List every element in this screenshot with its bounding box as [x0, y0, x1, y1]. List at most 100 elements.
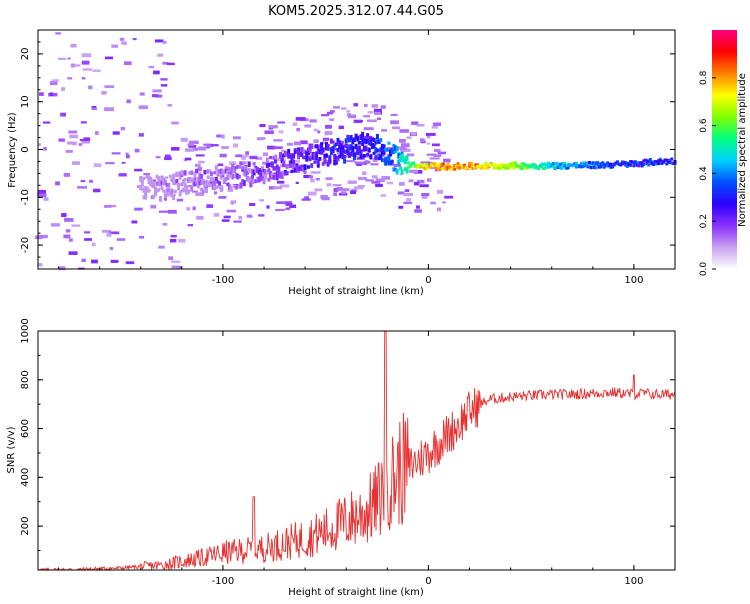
spectrogram-cell — [341, 154, 345, 160]
spectrogram-cell — [405, 166, 409, 170]
spectrogram-cell — [343, 155, 347, 159]
spectrogram-cell — [482, 164, 486, 168]
spectrogram-cell — [216, 180, 220, 184]
spectrogram-cell — [188, 171, 192, 175]
spectrogram-cell — [482, 166, 486, 170]
spectrogram-cell — [453, 167, 457, 171]
spectrogram-cell — [359, 153, 363, 159]
spectrogram-cell — [259, 176, 263, 180]
spectrogram-cell — [211, 181, 215, 186]
spectrogram-cell — [71, 224, 81, 227]
spectrogram-cell — [196, 192, 205, 196]
spectrogram-cell — [181, 187, 185, 193]
spectrogram-cell — [92, 69, 101, 73]
spectrogram-cell — [666, 158, 670, 162]
spectrogram-cell — [219, 174, 223, 180]
spectrogram-cell — [375, 178, 385, 183]
spectrogram-cell — [561, 161, 565, 165]
spectrogram-cell — [187, 224, 194, 227]
snr-y-tick-label: 800 — [20, 370, 31, 389]
spectrogram-cell — [404, 189, 410, 193]
spectrogram-cell — [301, 166, 305, 172]
spectrogram-cell — [249, 176, 253, 182]
spectrogram-cell — [410, 131, 417, 136]
spectrogram-cell — [398, 181, 405, 186]
spectrogram-cell — [412, 161, 416, 165]
spectrogram-cell — [333, 187, 339, 192]
spectrogram-cell — [443, 166, 447, 170]
spectrogram-cell — [615, 160, 619, 164]
spectrogram-cell — [385, 156, 389, 161]
spectrogram-cell — [285, 202, 293, 207]
spectrogram-cell — [666, 160, 670, 164]
spectrogram-cell — [647, 163, 651, 167]
spectrogram-cell — [495, 164, 499, 168]
spectrogram-cell — [315, 151, 319, 158]
spectrogram-cell — [89, 179, 93, 183]
spectrogram-cell — [228, 184, 232, 190]
spectrogram-cell — [510, 161, 514, 165]
spectrogram-cell — [528, 164, 532, 168]
spectrogram-cell — [421, 165, 425, 169]
spectrogram-cell — [377, 157, 381, 161]
spectrogram-cell — [643, 158, 647, 162]
spectrogram-cell — [286, 142, 294, 146]
spectrogram-cell — [449, 167, 453, 171]
spectrogram-cell — [362, 146, 366, 152]
spectrogram-cell — [110, 259, 119, 263]
spectrogram-cell — [283, 151, 287, 157]
spectrogram-cell — [258, 214, 265, 217]
spectrogram-cell — [180, 170, 184, 176]
spectrogram-cell — [344, 143, 348, 149]
snr-series-line — [38, 330, 675, 572]
spectrogram-cell — [262, 172, 266, 177]
spectrogram-cell — [58, 57, 66, 60]
spectrogram-cell — [398, 205, 404, 209]
spectrogram-cell — [328, 157, 332, 163]
spectrogram-cell — [589, 166, 593, 170]
spectrogram-cell — [560, 166, 564, 170]
spectrogram-cell — [354, 133, 358, 140]
spectrogram-cell — [241, 179, 245, 185]
spectrogram-cell — [238, 215, 243, 220]
spectrogram-cell — [260, 176, 264, 181]
spectrogram-cell — [80, 180, 86, 183]
spectrogram-cell — [311, 154, 315, 160]
spectrogram-cell — [606, 161, 610, 165]
spectrogram-cell — [402, 157, 406, 163]
spectrogram-cell — [145, 174, 149, 178]
spectrogram-cell — [308, 158, 312, 162]
spectrogram-cell — [323, 157, 327, 164]
spectrogram-cell — [290, 169, 294, 174]
spectrogram-cell — [171, 260, 181, 263]
spectrogram-cell — [298, 150, 302, 157]
spectrogram-cell — [226, 209, 236, 213]
spectrogram-cell — [178, 171, 182, 177]
spectrogram-cell — [363, 127, 374, 131]
spectrogram-cell — [211, 184, 215, 190]
spectrogram-cell — [417, 163, 421, 167]
spectrogram-cell — [233, 220, 242, 223]
spectrogram-cell — [430, 162, 434, 166]
spectrogram-cell — [456, 165, 460, 169]
spectrogram-cell — [187, 143, 195, 147]
spectrogram-cell — [246, 214, 252, 218]
spectrogram-cell — [384, 157, 388, 163]
spectrogram-cell — [417, 179, 425, 184]
spectrogram-cell — [167, 209, 177, 214]
spectrogram-cell — [285, 152, 289, 157]
spectrogram-cell — [300, 147, 304, 152]
spectrogram-cell — [637, 161, 641, 165]
spectrogram-cell — [267, 162, 271, 168]
spectrogram-cell — [565, 166, 569, 170]
spectrogram-cell — [112, 131, 120, 135]
spectrogram-cell — [569, 163, 573, 167]
spectrogram-cell — [436, 164, 440, 168]
spectrogram-cell — [522, 162, 526, 166]
spectrogram-cell — [331, 146, 335, 150]
spectrogram-cell — [532, 163, 536, 167]
spectrogram-cell — [251, 178, 255, 185]
spectrogram-cell — [252, 179, 256, 184]
spectrogram-cell — [106, 232, 112, 237]
spectrogram-cell — [185, 189, 189, 195]
